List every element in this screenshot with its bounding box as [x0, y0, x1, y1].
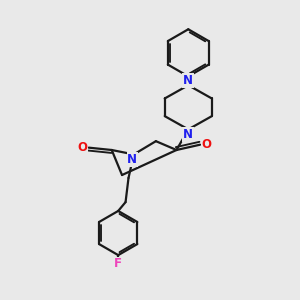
Text: N: N [127, 153, 137, 166]
Text: N: N [183, 74, 193, 87]
Text: N: N [183, 128, 193, 141]
Text: O: O [77, 141, 87, 154]
Text: F: F [114, 257, 122, 271]
Text: O: O [202, 138, 212, 151]
